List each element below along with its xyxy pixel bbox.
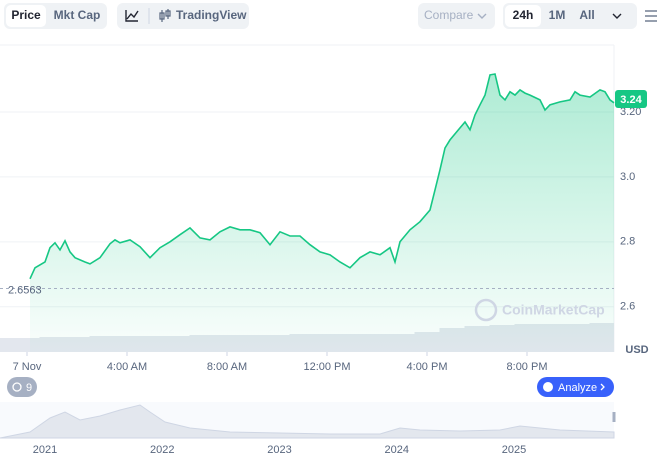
price-badge-label: 3.24	[620, 94, 642, 106]
price-line	[29, 73, 615, 280]
analyze-icon	[543, 382, 553, 392]
range-chevron[interactable]	[612, 13, 622, 19]
y-tick-label: 2.6	[620, 301, 635, 313]
navigator-label: 2024	[385, 444, 409, 456]
settings-icon[interactable]	[645, 10, 657, 22]
x-tick-label: 8:00 AM	[207, 361, 247, 373]
x-tick-label: 8:00 PM	[507, 361, 548, 373]
range[interactable]: All	[579, 8, 594, 22]
volume-bar	[0, 338, 40, 352]
compare-button[interactable]	[418, 3, 495, 29]
reference-label: 2.6563	[8, 284, 42, 296]
range[interactable]: 1M	[549, 8, 566, 22]
x-tick-label: 4:00 PM	[407, 361, 448, 373]
navigator-label: 2021	[33, 444, 57, 456]
view-group	[117, 3, 249, 29]
analyze-button[interactable]	[537, 377, 614, 397]
y-tick-label: 3.20	[620, 106, 641, 118]
events-icon	[12, 382, 22, 392]
y-tick-label: 3.0	[620, 171, 635, 183]
watermark: CoinMarketCap	[502, 302, 605, 318]
x-tick-label: 7 Nov	[13, 361, 42, 373]
currency: USD	[625, 344, 648, 356]
tab-selected[interactable]	[6, 5, 46, 27]
events-badge[interactable]	[7, 377, 37, 397]
navigator-area	[0, 404, 615, 439]
line-icon[interactable]	[125, 10, 139, 22]
y-tick-label: 2.8	[620, 236, 635, 248]
tab[interactable]: Mkt Cap	[54, 8, 101, 22]
compare-label[interactable]: Compare	[424, 8, 474, 22]
chevron	[477, 13, 487, 19]
range[interactable]: 24h	[513, 8, 534, 22]
view-button[interactable]: TradingView	[176, 8, 247, 22]
range-selected[interactable]	[505, 5, 541, 27]
navigator-label: 2022	[150, 444, 174, 456]
analyze-label[interactable]: Analyze	[558, 382, 597, 394]
x-tick-label: 12:00 PM	[303, 361, 350, 373]
tab[interactable]: Price	[11, 8, 41, 22]
navigator-label: 2023	[267, 444, 291, 456]
events-count[interactable]: 9	[26, 382, 32, 394]
candle-icon	[159, 9, 171, 22]
navigator-label: 2025	[502, 444, 526, 456]
analyze-chevron	[600, 383, 605, 391]
watermark-logo	[474, 298, 498, 322]
price-badge	[615, 89, 647, 108]
price-area	[30, 74, 614, 352]
x-tick-label: 4:00 AM	[107, 361, 147, 373]
